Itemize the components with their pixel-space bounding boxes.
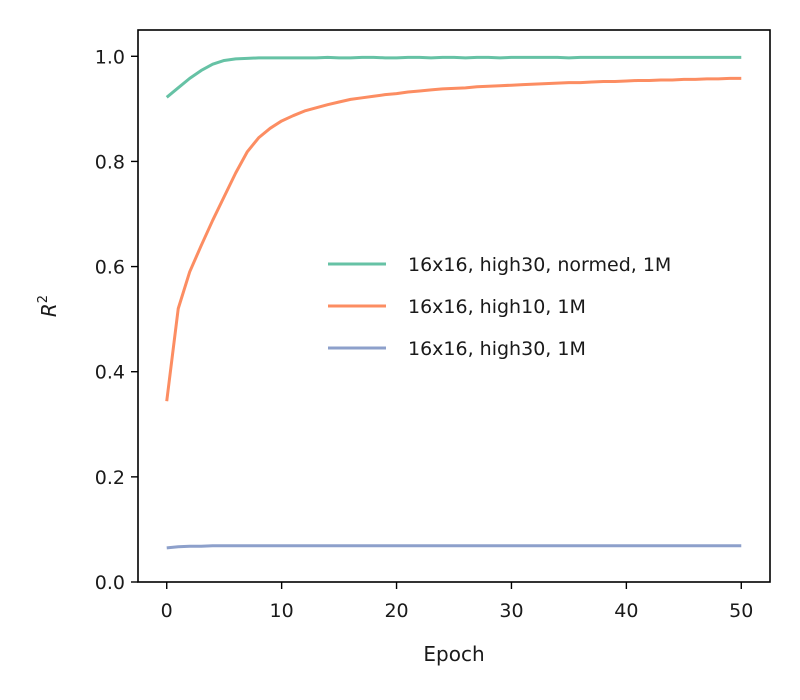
legend-label-2: 16x16, high10, 1M [408,296,586,318]
y-axis-label: R2 [36,295,61,317]
x-tick-label: 30 [499,600,523,622]
y-tick-label: 0.6 [95,257,125,279]
series-line-1 [165,55,742,99]
y-tick-label: 0.8 [95,151,125,173]
y-tick-label: 1.0 [95,46,125,68]
y-axis-label-superscript: 2 [36,295,51,303]
x-axis: 0 10 20 30 40 50 [161,582,753,622]
series-line-2 [165,76,742,402]
plot-frame [137,29,771,583]
x-tick-label: 20 [384,600,408,622]
x-axis-label: Epoch [423,642,484,666]
y-tick-label: 0.0 [95,572,125,594]
legend-label-1: 16x16, high30, normed, 1M [408,254,671,276]
x-tick-label: 40 [614,600,638,622]
x-tick-label: 0 [161,600,173,622]
y-axis: 0.0 0.2 0.4 0.6 0.8 1.0 [95,46,138,594]
y-axis-label-base: R [37,303,61,317]
x-tick-label: 10 [270,600,294,622]
y-tick-label: 0.4 [95,362,125,384]
x-tick-label: 50 [729,600,753,622]
series-lines [165,55,742,550]
legend-label-3: 16x16, high30, 1M [408,338,586,360]
y-tick-label: 0.2 [95,467,125,489]
legend: 16x16, high30, normed, 1M 16x16, high10, … [328,254,671,360]
series-line-3 [166,544,742,550]
